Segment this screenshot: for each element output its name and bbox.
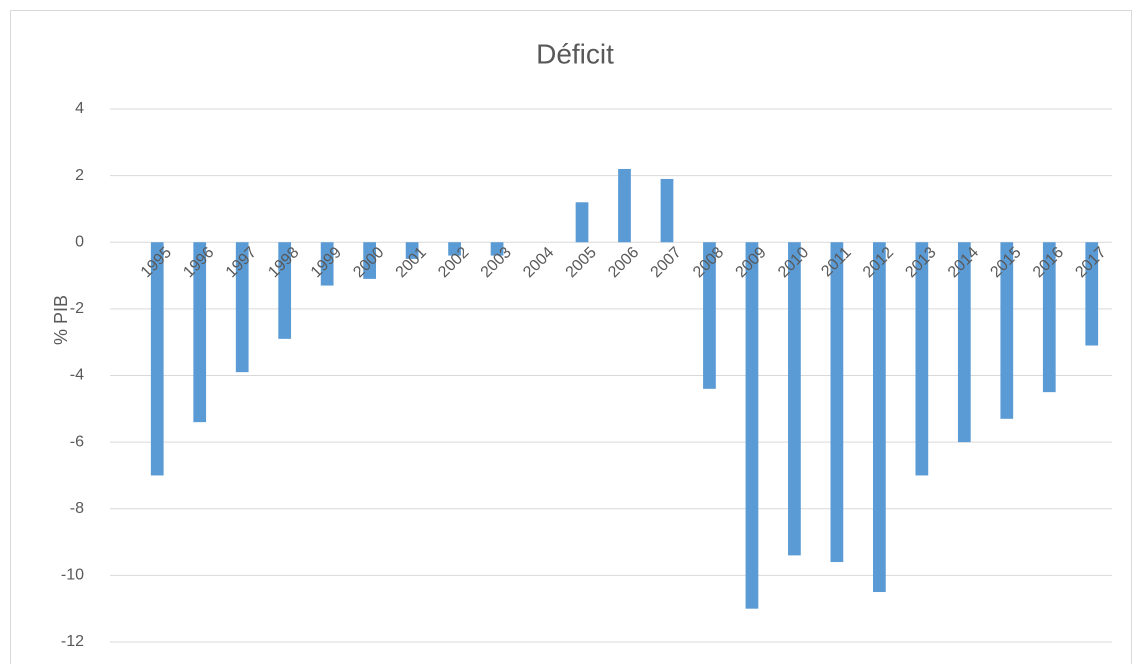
- chart-border: [10, 10, 1132, 664]
- bar: [745, 242, 759, 609]
- bar: [235, 242, 249, 373]
- bar: [1042, 242, 1056, 393]
- y-tick-label: -8: [70, 500, 84, 517]
- bar: [1000, 242, 1014, 419]
- bar: [872, 242, 886, 593]
- y-tick-label: -2: [70, 300, 84, 317]
- y-axis-label: % PIB: [51, 295, 71, 345]
- bar: [448, 242, 461, 256]
- bar: [193, 242, 207, 423]
- x-tick-label: 2003: [478, 244, 515, 281]
- x-tick-label: 2006: [605, 244, 642, 281]
- bar: [660, 178, 674, 243]
- bar: [320, 242, 334, 286]
- x-tick-label: 2007: [648, 244, 685, 281]
- bar: [703, 242, 716, 389]
- bar: [830, 242, 844, 563]
- y-tick-label: -4: [70, 367, 84, 384]
- y-tick-label: -10: [61, 567, 84, 584]
- x-tick-label: 2005: [563, 244, 600, 281]
- bar: [490, 242, 504, 256]
- y-tick-label: -6: [70, 433, 84, 450]
- y-tick-label: 4: [75, 100, 84, 117]
- bar: [957, 242, 971, 443]
- bar: [278, 242, 292, 339]
- bar: [575, 202, 589, 243]
- bar: [363, 242, 377, 279]
- bar: [1085, 242, 1099, 346]
- x-tick-label: 2004: [520, 244, 557, 281]
- bar: [788, 242, 801, 556]
- bar: [405, 242, 419, 259]
- x-tick-label: 2002: [435, 244, 472, 281]
- chart-title: Déficit: [536, 38, 614, 69]
- bar: [915, 242, 929, 476]
- bar: [150, 242, 164, 476]
- x-tick-label: 2001: [393, 244, 430, 281]
- bar: [618, 168, 631, 243]
- y-tick-label: -12: [61, 633, 84, 650]
- y-tick-label: 2: [75, 167, 84, 184]
- y-tick-label: 0: [75, 233, 84, 250]
